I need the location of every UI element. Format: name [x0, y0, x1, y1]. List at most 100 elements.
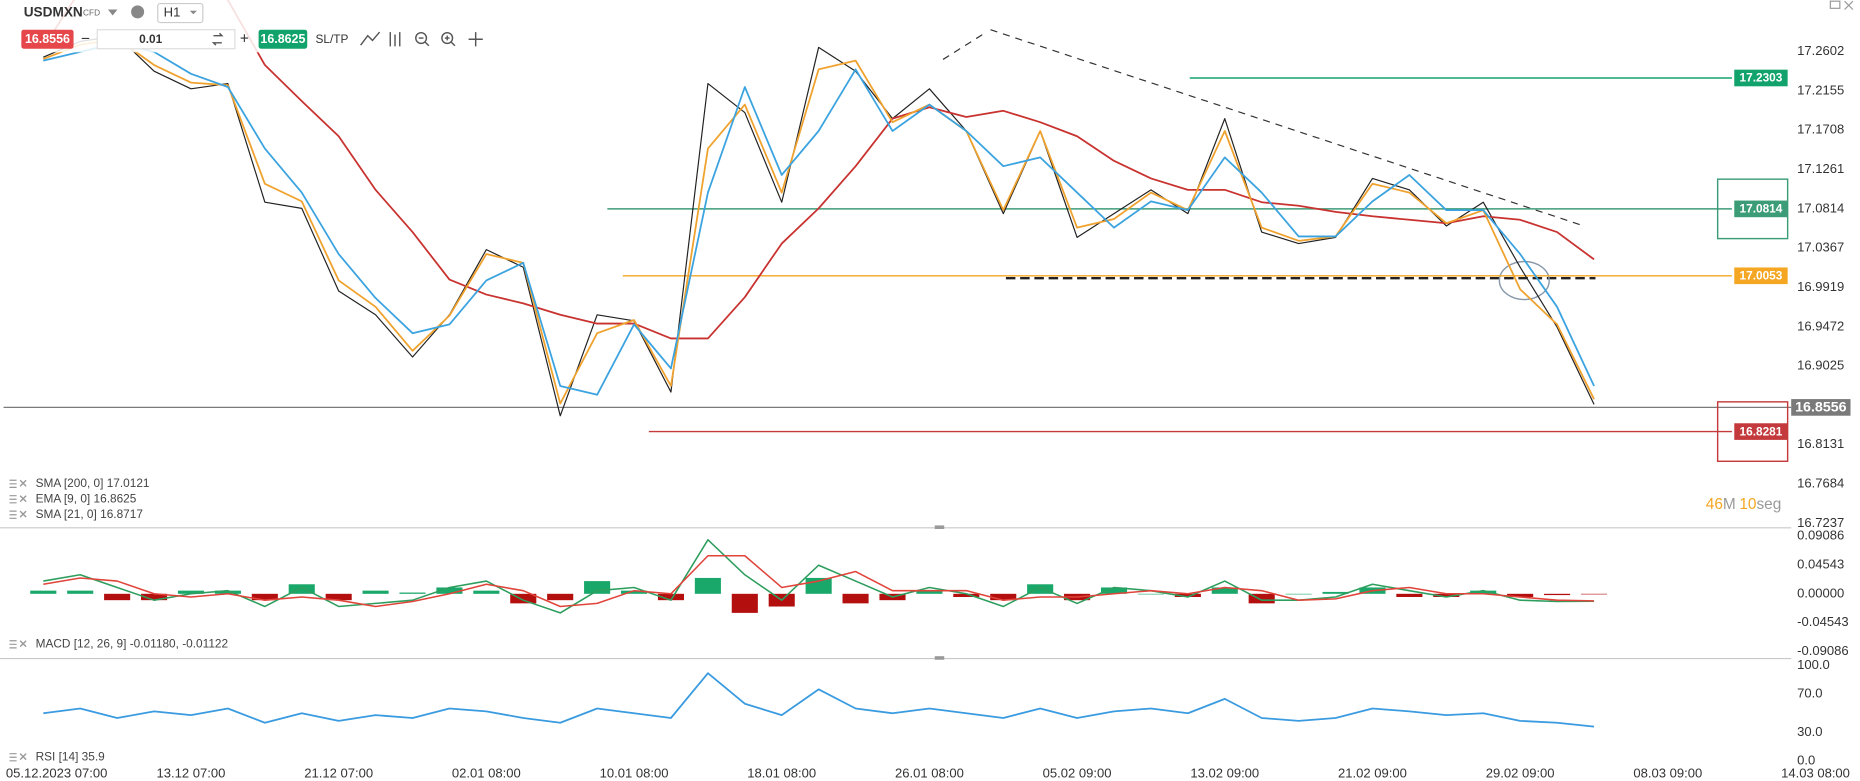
y-tick-label: 16.9472: [1797, 318, 1844, 333]
zoom-in[interactable]: [441, 31, 454, 45]
histogram-bar: [251, 593, 278, 601]
symbol[interactable]: USDMXN: [24, 5, 83, 20]
x-tick-label: 02.01 08:00: [452, 765, 521, 780]
plot-layer: 17.2602 17.2155 17.1708 17.1261 17.0814 17.03…: [3, 0, 1851, 780]
timeframe: H1: [164, 5, 181, 20]
histogram-bar: [177, 590, 205, 594]
x-tick-label: 05.12.2023 07:00: [6, 765, 107, 780]
panel-resize-handle[interactable]: [934, 656, 945, 660]
histogram-bar: [1322, 591, 1349, 594]
price-level-label: 17.0053: [1740, 269, 1783, 283]
timer-minutes: 46: [1706, 496, 1723, 513]
histogram-bar: [436, 587, 463, 594]
chart-type-icon[interactable]: [360, 31, 381, 46]
histogram-bar: [731, 593, 758, 613]
y-tick-label: 70.0: [1797, 686, 1822, 701]
indicator-line: [43, 42, 1595, 396]
x-tick-label: 08.03 09:00: [1633, 765, 1702, 780]
indicator-line: [42, 0, 1595, 340]
increase-lot[interactable]: +: [240, 30, 249, 47]
toolbar: USDMXN CFD H1 16.8556 − 0.01 + 16.8625 S…: [0, 0, 499, 53]
timer-minutes-unit: M: [1723, 496, 1736, 513]
legend-entry: SMA [21, 0] 16.8717: [36, 507, 143, 521]
legend-menu-icon: [9, 753, 17, 762]
x-tick-label: 10.01 08:00: [600, 765, 669, 780]
y-tick-label: 17.1261: [1797, 161, 1844, 176]
histogram-bar: [1396, 593, 1423, 597]
window-controls: [1829, 0, 1854, 10]
histogram-bar: [1544, 593, 1571, 596]
histogram-bar: [1248, 593, 1275, 604]
y-tick-label: 100.0: [1797, 657, 1830, 672]
price-level-label: 16.8281: [1740, 424, 1783, 438]
decrease-lot[interactable]: −: [81, 30, 90, 47]
lot-input[interactable]: [96, 29, 236, 50]
histogram-bar: [842, 593, 869, 604]
lot-size: 0.01: [139, 32, 162, 46]
zoom-out-glyph: [418, 37, 430, 47]
y-tick-label: 17.1708: [1797, 122, 1844, 137]
price-level-label: 17.2303: [1740, 71, 1783, 85]
price-level-label-bg: [1734, 423, 1788, 440]
y-tick-label: 17.2602: [1797, 43, 1844, 58]
histogram-bar: [1285, 593, 1312, 595]
indicators-icon[interactable]: [389, 32, 401, 47]
histogram-bar: [1507, 593, 1534, 597]
legend-menu-icon: [9, 495, 17, 504]
trendline: [990, 29, 1584, 227]
close-button[interactable]: [1844, 0, 1854, 10]
histogram-bar: [362, 590, 389, 594]
histogram-bar: [620, 590, 648, 594]
histogram-bar: [657, 593, 685, 601]
histogram-bar: [288, 584, 315, 594]
info-button[interactable]: [131, 5, 145, 19]
y-tick-label: 16.9025: [1797, 358, 1844, 373]
price-line: [43, 35, 1595, 417]
symbol-dropdown[interactable]: [107, 9, 118, 16]
y-tick-label: 0.09086: [1797, 528, 1844, 543]
buy-button[interactable]: [258, 29, 308, 49]
sltp-button[interactable]: SL/TP: [316, 32, 349, 46]
y-tick-label: 17.0367: [1797, 240, 1844, 255]
timer-seconds: 10: [1739, 496, 1756, 513]
timeframe-select[interactable]: [157, 2, 204, 24]
panel-resize-handle[interactable]: [934, 525, 945, 529]
crosshair[interactable]: [468, 32, 483, 47]
legend-remove-icon: [19, 479, 27, 487]
price-level-label-bg: [1734, 200, 1788, 218]
histogram-bar: [1027, 584, 1054, 594]
histogram-bar: [694, 577, 721, 594]
y-tick-label: 0.0: [1797, 752, 1815, 767]
toolbar-background: [0, 0, 499, 53]
zoom-out[interactable]: [415, 31, 428, 45]
legend-menu-icon: [9, 510, 17, 519]
histogram-bar: [1470, 590, 1497, 594]
histogram-bar: [1580, 593, 1608, 595]
histogram-bar: [1100, 587, 1128, 594]
legend-remove-icon: [19, 510, 27, 518]
sync-icon[interactable]: [211, 32, 224, 46]
y-tick-label: 16.7237: [1797, 515, 1844, 530]
legend-remove-icon: [19, 753, 27, 761]
price-level-label-bg: [1734, 267, 1788, 285]
histogram-bar: [1174, 593, 1201, 597]
histogram-bar: [547, 593, 574, 601]
price-level-label: 16.8556: [1795, 400, 1846, 416]
x-tick-label: 26.01 08:00: [895, 765, 964, 780]
y-tick-label: -0.09086: [1797, 643, 1848, 658]
x-tick-label: 29.02 09:00: [1486, 765, 1555, 780]
legend-entry: RSI [14] 35.9: [36, 749, 106, 763]
sell-button[interactable]: [21, 29, 74, 49]
y-tick-label: 16.8131: [1797, 436, 1844, 451]
x-tick-label: 14.03 08:00: [1781, 765, 1850, 780]
maximize-button[interactable]: [1829, 0, 1841, 9]
indicator-line: [43, 672, 1595, 728]
x-tick-label: 13.02 09:00: [1190, 765, 1259, 780]
x-tick-label: 21.02 09:00: [1338, 765, 1407, 780]
timeframe-arrow: [189, 10, 197, 15]
histogram-bar: [584, 581, 611, 594]
trendline: [942, 32, 985, 60]
histogram-bar: [399, 592, 426, 594]
